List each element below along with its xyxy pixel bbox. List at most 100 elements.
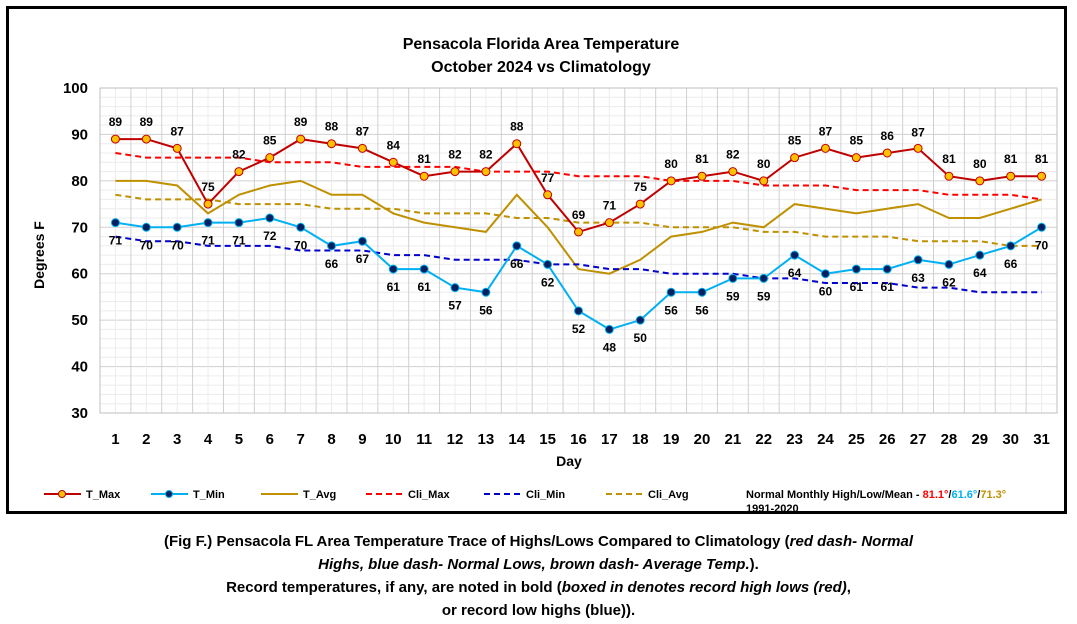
marker-t-max bbox=[913, 143, 923, 153]
data-label-tmin: 64 bbox=[973, 266, 987, 280]
x-tick-label: 11 bbox=[416, 431, 432, 448]
x-tick-label: 15 bbox=[539, 431, 556, 448]
marker-t-max bbox=[820, 143, 830, 153]
marker-t-min bbox=[759, 273, 769, 283]
marker-t-min bbox=[110, 218, 120, 228]
x-tick-label: 10 bbox=[385, 431, 402, 448]
series-line-t-avg bbox=[115, 179, 1042, 275]
data-label-tmin: 61 bbox=[850, 280, 864, 294]
x-tick-label: 9 bbox=[358, 431, 366, 448]
data-labels: 89 89 87 75 82 85 89 88 87 84 81 82 82 88 77 69 71 75 80 81… bbox=[109, 115, 1049, 354]
chart-frame: Pensacola Florida Area Temperature Octob… bbox=[6, 6, 1067, 514]
marker-t-max bbox=[419, 171, 429, 181]
legend-marker bbox=[165, 490, 173, 498]
x-tick-label: 22 bbox=[755, 431, 772, 448]
marker-t-max bbox=[543, 190, 553, 200]
marker-t-min bbox=[543, 259, 553, 269]
data-label-tmax: 85 bbox=[850, 134, 864, 148]
marker-t-max bbox=[790, 153, 800, 163]
data-label-tmin: 61 bbox=[387, 280, 401, 294]
y-tick-label: 40 bbox=[71, 359, 88, 376]
data-label-tmax: 77 bbox=[541, 171, 555, 185]
series-line-cli-avg bbox=[115, 193, 1042, 247]
data-label-tmax: 87 bbox=[356, 124, 370, 138]
x-tick-label: 13 bbox=[478, 431, 495, 448]
x-tick-label: 14 bbox=[508, 431, 525, 448]
marker-t-max bbox=[327, 139, 337, 149]
x-tick-label: 25 bbox=[848, 431, 865, 448]
x-tick-label: 27 bbox=[910, 431, 927, 448]
marker-t-max bbox=[944, 171, 954, 181]
x-tick-label: 6 bbox=[266, 431, 274, 448]
y-axis-ticks: 30 40 50 60 70 80 90 100 bbox=[63, 80, 88, 422]
marker-t-min bbox=[635, 315, 645, 325]
data-label-tmax: 86 bbox=[881, 129, 895, 143]
chart-title-line-1: Pensacola Florida Area Temperature bbox=[403, 36, 680, 53]
marker-t-max bbox=[110, 134, 120, 144]
marker-t-max bbox=[635, 199, 645, 209]
data-label-tmax: 81 bbox=[942, 152, 956, 166]
marker-t-min bbox=[882, 264, 892, 274]
marker-t-min bbox=[450, 283, 460, 293]
data-label-tmax: 71 bbox=[603, 199, 617, 213]
x-tick-label: 26 bbox=[879, 431, 896, 448]
data-label-tmin: 52 bbox=[572, 322, 586, 336]
marker-t-max bbox=[1037, 171, 1047, 181]
normals-text: Normal Monthly High/Low/Mean - 81.1°/61.… bbox=[746, 489, 1006, 501]
legend-label: Cli_Max bbox=[408, 489, 450, 501]
figure-caption: (Fig F.) Pensacola FL Area Temperature T… bbox=[0, 530, 1077, 622]
chart-title: Pensacola Florida Area Temperature Octob… bbox=[403, 36, 680, 76]
data-label-tmax: 81 bbox=[695, 152, 709, 166]
data-label-tmax: 82 bbox=[448, 148, 462, 162]
caption-line-3: Record temperatures, if any, are noted i… bbox=[0, 576, 1077, 599]
data-label-tmax: 85 bbox=[788, 134, 802, 148]
marker-t-max bbox=[265, 153, 275, 163]
temperature-chart: Pensacola Florida Area Temperature Octob… bbox=[31, 36, 1058, 511]
caption-line-4: or record low highs (blue)). bbox=[0, 599, 1077, 622]
x-tick-label: 23 bbox=[786, 431, 803, 448]
data-label-tmin: 67 bbox=[356, 252, 370, 266]
data-label-tmin: 70 bbox=[170, 238, 184, 252]
marker-t-min bbox=[234, 218, 244, 228]
marker-t-min bbox=[790, 250, 800, 260]
data-label-tmin: 70 bbox=[1035, 238, 1049, 252]
marker-t-min bbox=[574, 306, 583, 316]
marker-t-max bbox=[234, 167, 244, 177]
data-label-tmax: 75 bbox=[201, 180, 215, 194]
legend-item-t-avg: T_Avg bbox=[261, 489, 336, 501]
x-tick-label: 19 bbox=[663, 431, 680, 448]
data-label-tmin: 57 bbox=[448, 299, 462, 313]
marker-t-max bbox=[851, 153, 861, 163]
data-label-tmax: 82 bbox=[479, 148, 493, 162]
marker-t-min bbox=[851, 264, 861, 274]
data-label-tmin: 70 bbox=[140, 238, 154, 252]
marker-t-max bbox=[481, 167, 491, 177]
data-label-tmin: 71 bbox=[109, 234, 123, 248]
marker-t-max bbox=[141, 134, 151, 144]
caption-text: Record temperatures, if any, are noted i… bbox=[226, 579, 562, 596]
data-label-tmax: 80 bbox=[664, 157, 678, 171]
data-label-tmax: 89 bbox=[140, 115, 154, 129]
marker-t-min bbox=[419, 264, 429, 274]
caption-italic: Highs, blue dash- Normal Lows, brown das… bbox=[318, 556, 750, 573]
series-line-cli-max bbox=[115, 152, 1042, 201]
data-label-tmin: 72 bbox=[263, 229, 277, 243]
marker-t-min bbox=[697, 287, 707, 297]
data-label-tmax: 87 bbox=[911, 125, 925, 139]
marker-t-max bbox=[697, 171, 707, 181]
marker-t-min bbox=[975, 250, 985, 260]
x-tick-label: 20 bbox=[694, 431, 711, 448]
legend-item-cli-min: Cli_Min bbox=[484, 489, 565, 501]
data-label-tmax: 75 bbox=[634, 180, 648, 194]
legend-item-cli-avg: Cli_Avg bbox=[606, 489, 689, 501]
marker-t-min bbox=[141, 222, 151, 232]
data-label-tmin: 61 bbox=[881, 280, 895, 294]
x-tick-label: 17 bbox=[601, 431, 618, 448]
y-tick-label: 100 bbox=[63, 80, 88, 97]
y-tick-label: 90 bbox=[71, 126, 88, 143]
x-tick-label: 28 bbox=[941, 431, 958, 448]
marker-t-min bbox=[728, 273, 738, 283]
plot-area bbox=[99, 87, 1058, 414]
legend-item-cli-max: Cli_Max bbox=[366, 489, 450, 501]
data-label-tmin: 48 bbox=[603, 340, 617, 354]
